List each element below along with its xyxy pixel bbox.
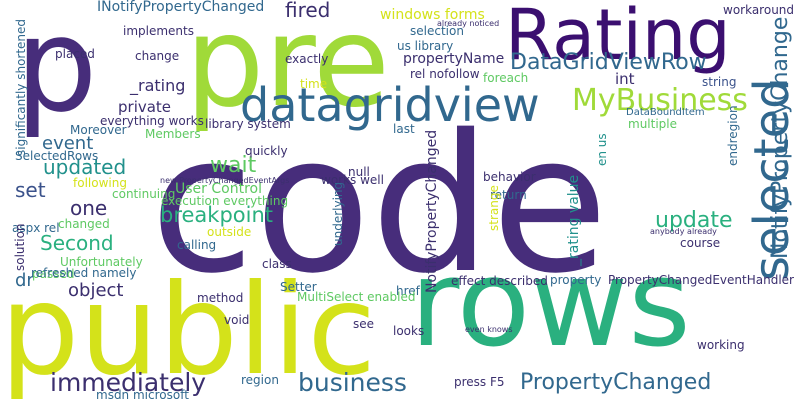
word-81: effect described <box>451 274 548 288</box>
word-46: already noticed <box>437 19 500 28</box>
word-26: _rating <box>130 76 186 95</box>
word-58: following <box>73 176 127 190</box>
word-32: NotifyPropertyChanged <box>424 129 440 293</box>
word-84: Setter <box>280 280 317 294</box>
word-80: href <box>396 284 420 298</box>
word-43: time <box>300 77 328 91</box>
word-90: even knows <box>465 325 513 334</box>
word-62: continuing <box>112 187 176 201</box>
word-16: Second <box>40 231 114 255</box>
word-3: p <box>15 0 98 141</box>
word-23: set <box>15 178 46 202</box>
word-42: foreach <box>483 71 529 85</box>
word-27: private <box>118 98 172 116</box>
word-61: execution everything <box>161 194 289 208</box>
word-87: void <box>224 313 250 327</box>
word-47: everything works <box>100 114 204 128</box>
word-68: aspx rel <box>12 221 60 235</box>
word-88: see <box>353 317 375 331</box>
word-11: NotifyPropertyChange <box>768 16 793 259</box>
word-31: INotifyPropertyChanged <box>97 0 265 15</box>
word-77: passed <box>32 267 75 281</box>
word-25: fired <box>285 0 331 22</box>
word-63: null <box>348 165 370 179</box>
word-5: rows <box>410 235 691 374</box>
word-41: rel nofollow <box>410 67 480 81</box>
word-73: course <box>680 236 721 250</box>
word-74: anybody already <box>650 227 717 236</box>
word-35: implements <box>123 24 194 38</box>
word-36: placed <box>55 47 95 61</box>
word-67: strange <box>487 185 501 231</box>
word-60: new PropertyChangedEventArgs <box>160 176 290 185</box>
word-34: windows forms <box>380 7 485 23</box>
word-29: User Control <box>175 181 262 197</box>
word-53: multiple <box>628 117 678 131</box>
word-76: Unfortunately <box>60 255 143 269</box>
word-39: selection <box>410 24 464 38</box>
word-17: updated <box>43 155 127 179</box>
word-69: changed <box>58 217 110 231</box>
word-4: public <box>0 258 377 400</box>
word-18: update <box>655 208 733 233</box>
word-79: class <box>262 257 292 271</box>
word-78: refreshed namely <box>31 266 137 280</box>
word-51: last <box>393 122 415 136</box>
word-50: library system <box>205 117 291 131</box>
word-21: wait <box>210 153 257 178</box>
word-83: PropertyChangedEventHandler <box>608 273 794 287</box>
word-70: outside <box>207 225 252 239</box>
word-28: int <box>615 70 635 88</box>
word-6: Rating <box>505 0 731 76</box>
word-30: propertyName <box>403 51 505 67</box>
word-71: calling <box>177 238 217 252</box>
word-64: works well <box>321 173 384 187</box>
word-52: DataBoundItem <box>626 107 705 118</box>
word-82: property <box>550 273 602 287</box>
word-38: exactly <box>285 52 329 66</box>
word-15: breakpoint <box>160 203 274 227</box>
word-54: endregion <box>726 105 740 166</box>
word-14: PropertyChanged <box>520 370 712 395</box>
word-9: MyBusiness <box>572 83 748 118</box>
word-89: looks <box>393 324 425 338</box>
word-94: msdn microsoft <box>96 388 189 400</box>
word-44: string <box>702 75 737 89</box>
word-33: _rating value <box>566 174 582 266</box>
word-48: Moreover <box>70 123 127 137</box>
word-45: workaround <box>723 3 795 17</box>
word-20: event <box>42 133 94 154</box>
word-66: return <box>490 188 527 202</box>
word-75: solution <box>13 223 27 271</box>
word-37: change <box>135 49 180 63</box>
word-95: press F5 <box>454 375 505 389</box>
word-59: quickly <box>245 144 288 158</box>
word-22: one <box>70 196 108 220</box>
word-40: us library <box>397 39 454 53</box>
word-55: en us <box>595 133 609 166</box>
word-65: behavior <box>483 170 536 184</box>
word-10: DataGridViewRow <box>510 50 707 75</box>
word-2: pre <box>185 0 390 135</box>
word-13: immediately <box>50 368 207 397</box>
word-12: business <box>298 368 407 397</box>
word-72: underlying <box>331 181 345 246</box>
word-19: object <box>68 280 124 301</box>
word-49: Members <box>145 127 201 141</box>
word-93: region <box>241 373 279 387</box>
word-57: SelectedRows <box>15 149 99 163</box>
word-7: datagridview <box>240 78 540 132</box>
word-85: MultiSelect enabled <box>297 290 416 304</box>
word-24: dr <box>15 270 34 291</box>
word-1: code <box>150 94 609 315</box>
word-56: significantly shortened <box>14 18 28 156</box>
word-91: working <box>697 338 745 352</box>
word-86: method <box>197 291 244 305</box>
